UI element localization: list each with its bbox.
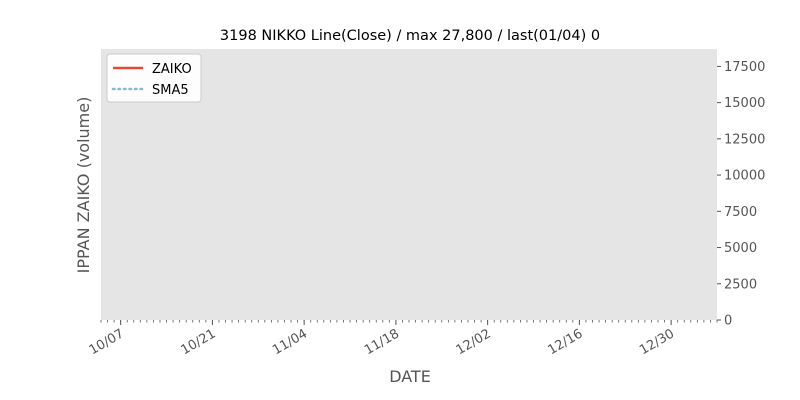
x-tick-label: 11/04	[270, 326, 310, 358]
x-tick-label: 11/18	[362, 326, 402, 358]
y-tick-label: 12500	[724, 132, 765, 147]
legend: ZAIKO SMA5	[106, 53, 202, 103]
y-tick-label: 2500	[724, 277, 757, 292]
x-axis: 10/07 10/21 11/04 11/18 12/02 12/16 12/30	[87, 320, 718, 358]
y-tick-label: 7500	[724, 205, 757, 220]
x-axis-label: DATE	[389, 367, 431, 386]
legend-label-sma5: SMA5	[152, 83, 189, 98]
y-tick-label: 10000	[724, 169, 765, 184]
x-tick-label: 12/16	[545, 326, 585, 358]
plot-area	[101, 49, 717, 320]
y-tick-label: 15000	[724, 96, 765, 111]
y-axis-label: IPPAN ZAIKO (volume)	[74, 97, 93, 274]
y-tick-label: 17500	[724, 60, 765, 75]
chart-title: 3198 NIKKO Line(Close) / max 27,800 / la…	[220, 28, 600, 44]
legend-label-zaiko: ZAIKO	[152, 62, 192, 77]
x-tick-label: 10/07	[87, 326, 127, 358]
x-tick-label: 12/02	[454, 326, 494, 358]
y-tick-label: 5000	[724, 241, 757, 256]
y-axis: 0 2500 5000 7500 10000 12500 15000 17500	[717, 60, 765, 329]
y-tick-label: 0	[724, 314, 732, 329]
x-tick-label: 12/30	[637, 326, 677, 358]
x-tick-label: 10/21	[178, 326, 218, 358]
plot-frame	[101, 49, 717, 320]
